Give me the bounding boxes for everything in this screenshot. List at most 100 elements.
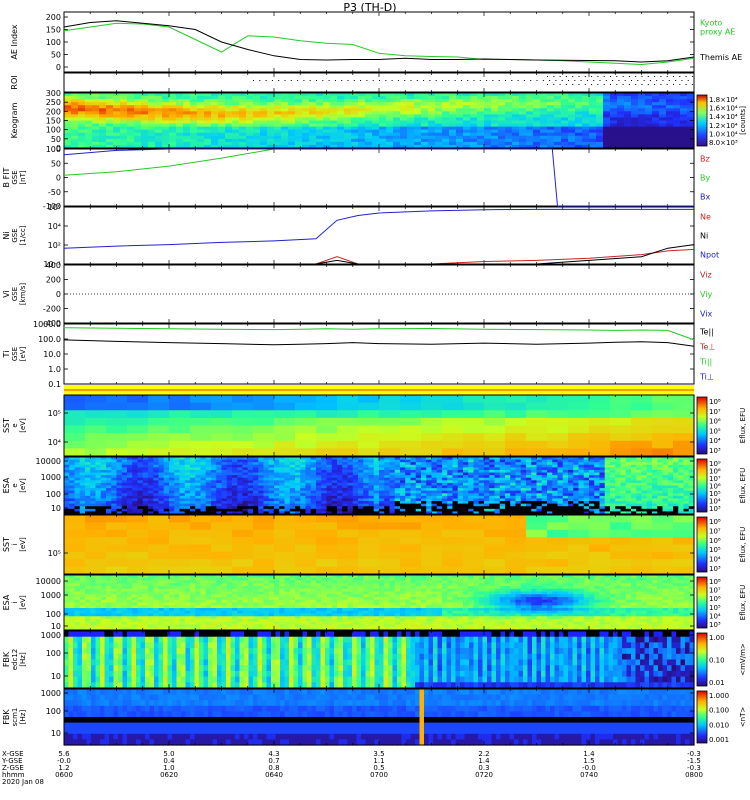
heatmap-cell (148, 126, 156, 131)
heatmap-cell (582, 99, 590, 103)
heatmap-cell (237, 477, 244, 481)
heatmap-cell (389, 503, 396, 507)
heatmap-cell (127, 93, 135, 97)
heatmap-cell (279, 493, 286, 497)
heatmap-cell (604, 508, 611, 513)
heatmap-cell (415, 467, 422, 471)
heatmap-cell (69, 467, 76, 471)
heatmap-cell (596, 117, 604, 122)
heatmap-cell (636, 459, 643, 463)
heatmap-cell (274, 508, 280, 513)
heatmap-cell (384, 477, 391, 481)
heatmap-cell (641, 485, 648, 489)
heatmap-cell (174, 482, 181, 487)
heatmap-cell (289, 490, 296, 494)
heatmap-cell (316, 126, 324, 131)
heatmap-cell (561, 111, 569, 115)
heatmap-cell (253, 93, 261, 97)
heatmap-cell (337, 469, 343, 474)
heatmap-cell (373, 467, 380, 471)
heatmap-cell (594, 457, 601, 461)
heatmap-cell (342, 480, 349, 484)
heatmap-cell (337, 482, 343, 487)
roi-dot (578, 84, 580, 85)
heatmap-cell (442, 508, 448, 513)
heatmap-cell (541, 482, 548, 487)
heatmap-cell (554, 117, 562, 122)
heatmap-cell (477, 108, 485, 112)
heatmap-cell (505, 462, 511, 466)
heatmap-cell (120, 132, 128, 137)
heatmap-cell (442, 111, 450, 115)
heatmap-cell (295, 99, 303, 103)
heatmap-cell (190, 448, 212, 457)
heatmap-cell (470, 126, 478, 131)
heatmap-cell (557, 472, 564, 476)
heatmap-cell (90, 462, 97, 466)
heatmap-cell (589, 440, 611, 449)
heatmap-cell (163, 511, 170, 515)
heatmap-cell (351, 126, 359, 131)
heatmap-cell (158, 501, 165, 505)
heatmap-cell (92, 138, 100, 143)
legend-entry: Te|| (699, 328, 714, 337)
heatmap-cell (452, 472, 459, 476)
heatmap-cell (526, 123, 534, 128)
heatmap-cell (326, 480, 333, 484)
heatmap-cell (342, 475, 349, 479)
heatmap-cell (64, 488, 70, 492)
heatmap-cell (554, 105, 562, 109)
heatmap-cell (221, 490, 228, 494)
heatmap-cell (520, 464, 527, 468)
heatmap-cell (636, 493, 643, 497)
heatmap-cell (666, 111, 674, 115)
heatmap-cell (155, 135, 163, 140)
heatmap-cell (300, 477, 307, 481)
heatmap-cell (218, 126, 226, 131)
roi-dot (542, 80, 544, 81)
heatmap-cell (540, 120, 548, 125)
heatmap-cell (536, 506, 543, 510)
heatmap-cell (85, 417, 107, 427)
heatmap-cell (169, 111, 177, 115)
heatmap-cell (155, 105, 163, 109)
heatmap-cell (531, 508, 538, 513)
heatmap-cell (578, 490, 585, 494)
heatmap-cell (631, 501, 637, 505)
heatmap-cell (132, 472, 139, 476)
y-tick-label: 10⁵ (48, 409, 61, 418)
heatmap-cell (158, 498, 165, 502)
heatmap-cell (176, 117, 184, 122)
heatmap-cell (400, 495, 406, 500)
heatmap-cell (127, 511, 133, 515)
heatmap-cell (604, 462, 611, 466)
heatmap-cell (211, 448, 233, 457)
heatmap-cell (148, 488, 154, 492)
heatmap-cell (641, 480, 648, 484)
heatmap-cell (405, 477, 412, 481)
heatmap-cell (127, 144, 135, 149)
heatmap-cell (330, 96, 338, 100)
heatmap-cell (216, 493, 223, 497)
roi-dot (660, 84, 662, 85)
y-tick-label: 10⁴ (48, 222, 61, 231)
heatmap-cell (666, 99, 674, 103)
heatmap-cell (260, 102, 268, 106)
heatmap-cell (99, 96, 107, 100)
heatmap-cell (599, 477, 606, 481)
heatmap-cell (531, 501, 538, 505)
heatmap-cell (368, 493, 375, 497)
heatmap-cell (533, 114, 541, 119)
heatmap-cell (620, 506, 627, 510)
heatmap-cell (205, 501, 212, 505)
legend-entry: Ne (700, 213, 711, 222)
heatmap-cell (358, 503, 364, 507)
heatmap-cell (442, 126, 450, 131)
y-axis-label-group: Keogram (10, 102, 19, 138)
heatmap-cell (358, 472, 364, 476)
heatmap-cell (106, 511, 112, 515)
heatmap-cell (295, 402, 317, 411)
heatmap-cell (195, 498, 202, 502)
heatmap-cell (225, 105, 233, 109)
heatmap-cell (330, 102, 338, 106)
